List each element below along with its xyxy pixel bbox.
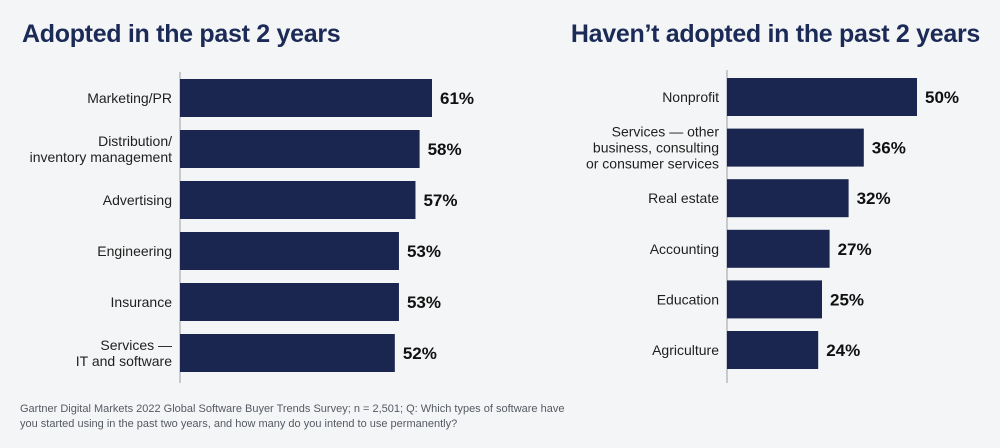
bar-charts: 61% Marketing/PR 58% Distribution/inventory… bbox=[30, 70, 959, 383]
right-category-label-0: Nonprofit bbox=[662, 89, 719, 105]
right-category-label-1-line-0: Services — other bbox=[612, 124, 720, 140]
right-value-label-1: 36% bbox=[872, 139, 906, 158]
right-category-label-2-line-0: Real estate bbox=[648, 190, 719, 206]
right-category-label-5: Agriculture bbox=[652, 342, 719, 358]
right-chart-title: Haven’t adopted in the past 2 years bbox=[570, 20, 980, 48]
right-category-label-2: Real estate bbox=[648, 190, 719, 206]
right-value-label-3: 27% bbox=[838, 240, 872, 259]
left-chart-title: Adopted in the past 2 years bbox=[22, 20, 341, 48]
right-value-label-4: 25% bbox=[830, 290, 864, 309]
right-bar-3 bbox=[727, 229, 830, 268]
right-category-label-4-line-0: Education bbox=[657, 291, 719, 307]
left-category-label-0: Marketing/PR bbox=[87, 90, 172, 106]
left-category-label-1: Distribution/inventory management bbox=[30, 133, 173, 165]
left-category-label-4-line-0: Insurance bbox=[111, 294, 173, 310]
left-category-label-0-line-0: Marketing/PR bbox=[87, 90, 172, 106]
left-category-label-4: Insurance bbox=[111, 294, 173, 310]
left-category-label-5-line-1: IT and software bbox=[76, 353, 172, 369]
left-bar-4 bbox=[180, 283, 399, 321]
right-category-label-1: Services — other business, consulting or c… bbox=[586, 124, 719, 172]
left-category-label-3: Engineering bbox=[97, 243, 172, 259]
right-bar-4 bbox=[727, 280, 822, 319]
left-value-label-4: 53% bbox=[407, 293, 441, 312]
left-bar-5 bbox=[180, 334, 395, 372]
right-category-label-0-line-0: Nonprofit bbox=[662, 89, 719, 105]
left-category-label-3-line-0: Engineering bbox=[97, 243, 172, 259]
left-category-label-1-line-0: Distribution/ bbox=[98, 133, 172, 149]
right-bar-5 bbox=[727, 331, 819, 369]
right-bar-0 bbox=[727, 78, 917, 116]
left-bar-2 bbox=[180, 181, 416, 219]
left-category-label-2: Advertising bbox=[103, 192, 172, 208]
right-category-label-1-line-2: or consumer services bbox=[586, 156, 719, 172]
left-value-label-2: 57% bbox=[423, 191, 457, 210]
right-value-label-5: 24% bbox=[826, 341, 860, 360]
right-bar-2 bbox=[727, 179, 849, 218]
left-category-label-5-line-0: Services — bbox=[100, 337, 172, 353]
source-footnote: Gartner Digital Markets 2022 Global Soft… bbox=[20, 403, 565, 430]
left-bar-0 bbox=[180, 79, 432, 117]
left-value-label-3: 53% bbox=[407, 242, 441, 261]
right-bar-1 bbox=[727, 128, 864, 167]
left-category-label-2-line-0: Advertising bbox=[103, 192, 172, 208]
right-value-label-0: 50% bbox=[925, 88, 959, 107]
left-value-label-1: 58% bbox=[428, 140, 462, 159]
right-category-label-3: Accounting bbox=[650, 241, 719, 257]
left-category-label-5: Services — IT and software bbox=[76, 337, 172, 369]
right-category-label-1-line-1: business, consulting bbox=[593, 140, 719, 156]
left-bar-3 bbox=[180, 232, 399, 270]
right-category-label-3-line-0: Accounting bbox=[650, 241, 719, 257]
left-value-label-0: 61% bbox=[440, 89, 474, 108]
left-bar-1 bbox=[180, 130, 420, 168]
left-category-label-1-line-1: inventory management bbox=[30, 149, 173, 165]
right-category-label-5-line-0: Agriculture bbox=[652, 342, 719, 358]
right-value-label-2: 32% bbox=[857, 189, 891, 208]
right-category-label-4: Education bbox=[657, 291, 719, 307]
left-value-label-5: 52% bbox=[403, 344, 437, 363]
